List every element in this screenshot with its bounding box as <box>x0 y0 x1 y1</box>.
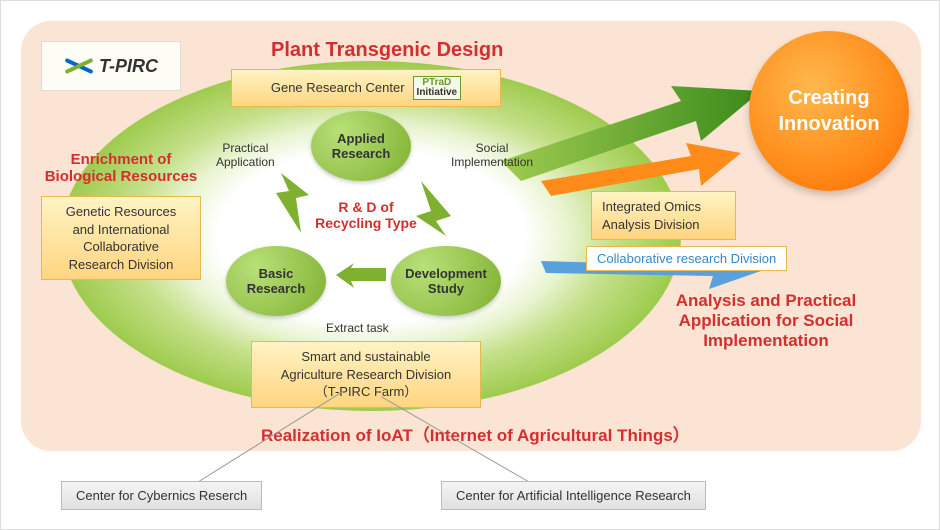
ptrad-badge: PTraDInitiative <box>413 76 462 100</box>
box-gene-research: Gene Research Center PTraDInitiative <box>231 69 501 107</box>
box-cybernics: Center for Cybernics Reserch <box>61 481 262 510</box>
logo-text: T-PIRC <box>99 56 158 77</box>
label-practical: Practical Application <box>216 141 275 169</box>
label-social: Social Implementation <box>451 141 533 169</box>
circle-development: Development Study <box>391 246 501 316</box>
logo-x-icon <box>64 56 94 76</box>
heading-enrichment: Enrichment of Biological Resources <box>36 151 206 185</box>
heading-analysis: Analysis and Practical Application for S… <box>641 291 891 351</box>
circle-applied: Applied Research <box>311 111 411 181</box>
cycle-arrow-3 <box>271 173 311 238</box>
box-ai-research: Center for Artificial Intelligence Resea… <box>441 481 706 510</box>
heading-plant-transgenic: Plant Transgenic Design <box>271 39 503 62</box>
circle-innovation: Creating Innovation <box>749 31 909 191</box>
box-omics: Integrated Omics Analysis Division <box>591 191 736 240</box>
tpirc-logo: T-PIRC <box>41 41 181 91</box>
heading-ioat: Realization of IoAT（Internet of Agricult… <box>261 421 690 446</box>
box-genetic-resources: Genetic Resources and International Coll… <box>41 196 201 280</box>
cycle-arrow-1 <box>416 176 456 236</box>
box-collaborative: Collaborative research Division <box>586 246 787 271</box>
label-extract: Extract task <box>326 321 389 335</box>
cycle-arrow-2 <box>336 263 386 293</box>
circle-basic: Basic Research <box>226 246 326 316</box>
box-smart-agriculture: Smart and sustainable Agriculture Resear… <box>251 341 481 408</box>
gene-label: Gene Research Center <box>271 79 405 97</box>
heading-rd-recycling: R & D of Recycling Type <box>301 199 431 231</box>
